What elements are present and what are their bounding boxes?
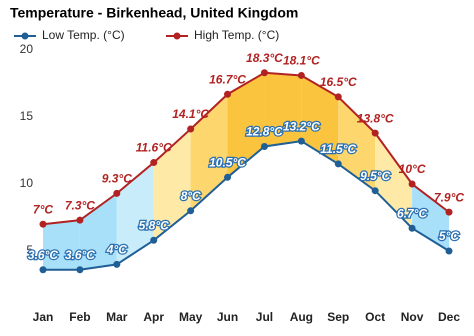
point	[76, 266, 84, 274]
value-label: 10°C	[399, 162, 426, 176]
x-tick-label: Nov	[401, 310, 424, 324]
point	[113, 260, 121, 268]
value-label: 4°C	[106, 243, 127, 257]
value-label: 7°C	[33, 202, 53, 216]
x-tick-label: Dec	[438, 310, 460, 324]
range-band	[375, 133, 413, 229]
value-label: 11.5°C	[320, 142, 356, 156]
range-band	[116, 162, 154, 265]
point	[224, 90, 232, 98]
x-tick-label: Sep	[327, 310, 349, 324]
point	[334, 93, 342, 101]
point	[260, 69, 268, 77]
y-tick-label: 15	[20, 109, 34, 123]
value-label: 13.8°C	[357, 111, 394, 125]
value-label: 18.1°C	[283, 54, 320, 68]
value-label: 11.6°C	[136, 141, 172, 155]
range-band	[301, 75, 339, 164]
value-label: 16.7°C	[209, 72, 246, 86]
series-line	[43, 140, 450, 271]
range-band	[43, 220, 80, 270]
point	[445, 247, 453, 255]
value-label: 14.1°C	[172, 107, 209, 121]
point	[297, 71, 305, 79]
point	[39, 220, 47, 228]
range-band	[338, 96, 376, 191]
point	[408, 180, 416, 188]
value-label: 5.8°C	[139, 218, 169, 232]
range-band	[412, 184, 449, 251]
y-tick-label: 5	[26, 243, 33, 257]
x-tick-label: Oct	[365, 310, 385, 324]
point	[297, 137, 305, 145]
point	[187, 125, 195, 133]
point	[224, 173, 232, 181]
x-tick-label: Feb	[69, 310, 90, 324]
x-tick-label: Mar	[106, 310, 128, 324]
chart-title: Temperature - Birkenhead, United Kingdom	[10, 5, 298, 21]
value-label: 9.3°C	[102, 172, 132, 186]
value-label: 10.5°C	[209, 155, 246, 169]
point	[445, 208, 453, 216]
point	[334, 160, 342, 168]
x-tick-label: Jun	[217, 310, 238, 324]
series-line	[42, 71, 450, 226]
value-label: 7.3°C	[65, 198, 95, 212]
value-label: 18.3°C	[246, 51, 283, 65]
value-label: 13.2°C	[283, 119, 320, 133]
value-label: 7.9°C	[434, 190, 464, 204]
legend-marker	[21, 32, 29, 40]
range-band	[153, 129, 191, 241]
x-tick-label: May	[179, 310, 203, 324]
x-tick-label: Jan	[33, 310, 54, 324]
point	[150, 159, 158, 167]
value-label: 5°C	[439, 229, 459, 243]
point	[408, 224, 416, 232]
point	[260, 142, 268, 150]
value-label: 3.6°C	[65, 248, 95, 262]
point	[39, 266, 47, 274]
value-label: 8°C	[181, 189, 201, 203]
point	[150, 236, 158, 244]
point	[187, 207, 195, 215]
legend-marker	[173, 32, 181, 40]
x-tick-label: Jul	[256, 310, 273, 324]
x-tick-label: Apr	[143, 310, 164, 324]
range-band	[190, 94, 228, 211]
value-label: 3.6°C	[28, 248, 58, 262]
value-label: 6.7°C	[397, 206, 427, 220]
value-label: 16.5°C	[320, 75, 357, 89]
y-tick-label: 20	[20, 42, 34, 56]
range-band	[79, 193, 117, 270]
legend-label: High Temp. (°C)	[194, 28, 279, 42]
y-tick-label: 10	[20, 176, 34, 190]
range-band	[264, 72, 302, 147]
point	[113, 189, 121, 197]
x-tick-label: Aug	[290, 310, 313, 324]
range-band	[227, 72, 265, 178]
value-label: 9.5°C	[360, 169, 390, 183]
value-label: 12.8°C	[246, 125, 283, 139]
point	[371, 187, 379, 195]
point	[371, 129, 379, 137]
legend-label: Low Temp. (°C)	[42, 28, 125, 42]
point	[76, 216, 84, 224]
